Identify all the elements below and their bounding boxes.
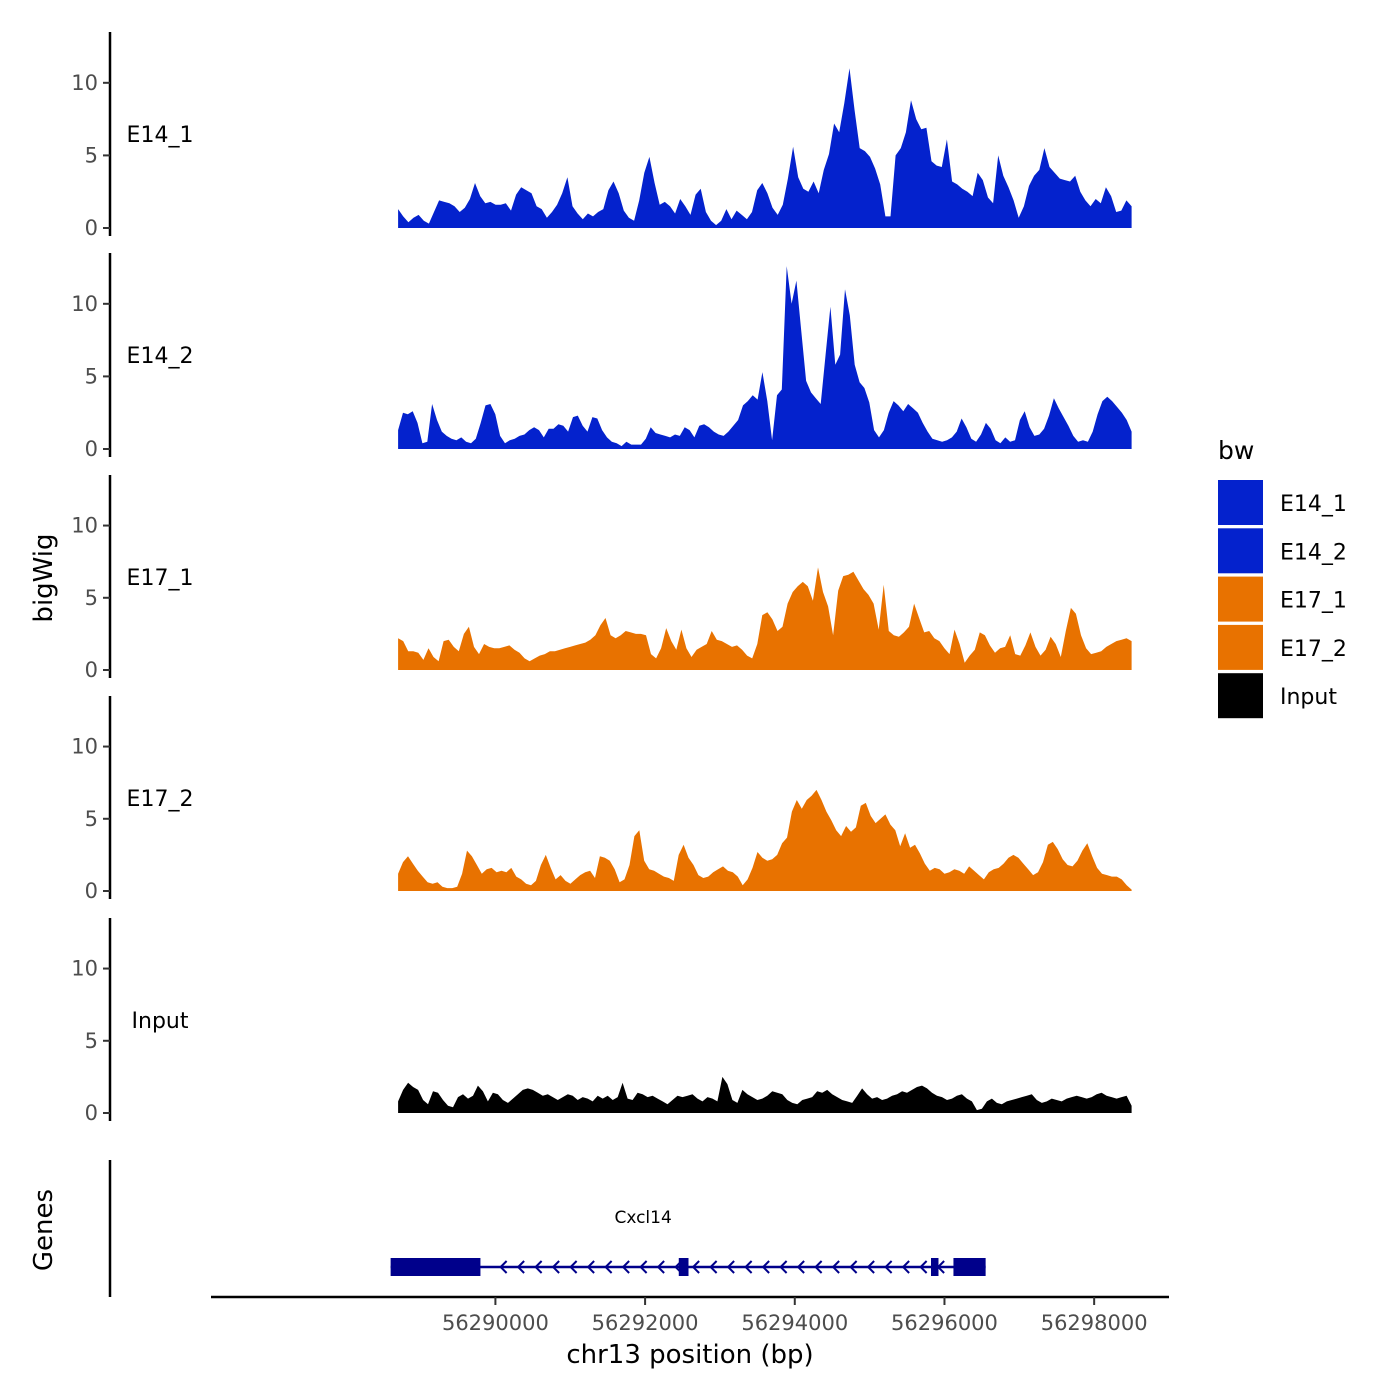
strand-arrow xyxy=(744,1260,753,1274)
strand-arrow xyxy=(814,1260,823,1274)
strand-arrow xyxy=(761,1260,770,1274)
legend: bw E14_1 E14_2 E17_1 E17_2 Input xyxy=(1218,436,1347,719)
y-tick-label: 0 xyxy=(85,1101,98,1125)
legend-swatch-e14_2 xyxy=(1218,528,1263,574)
coverage-area-e17_2 xyxy=(398,789,1132,891)
strand-arrow xyxy=(569,1260,578,1274)
y-tick-label: 0 xyxy=(85,437,98,461)
y-tick-label: 10 xyxy=(71,957,98,981)
y-tick-label: 5 xyxy=(85,364,98,388)
legend-title: bw xyxy=(1218,436,1254,465)
strand-arrow xyxy=(516,1260,525,1274)
strand-arrow xyxy=(901,1260,910,1274)
strand-arrow xyxy=(866,1260,875,1274)
track-label-e17_1: E17_1 xyxy=(127,566,194,591)
legend-label-e14_1: E14_1 xyxy=(1280,492,1347,517)
y-axis-title: bigWig xyxy=(29,533,59,622)
coverage-area-e17_1 xyxy=(398,567,1132,670)
legend-label-e17_2: E17_2 xyxy=(1280,637,1347,662)
legend-label-e14_2: E14_2 xyxy=(1280,540,1347,565)
strand-arrow xyxy=(604,1260,613,1274)
strand-arrow xyxy=(499,1260,508,1274)
y-tick-label: 5 xyxy=(85,1029,98,1053)
gene-exon-3 xyxy=(930,1258,939,1276)
x-tick-label: 56298000 xyxy=(1041,1311,1148,1335)
track-panel-e17_2: 0 5 10 E17_2 xyxy=(71,696,1132,903)
strand-arrow xyxy=(586,1260,595,1274)
y-tick-label: 5 xyxy=(85,143,98,167)
strand-arrow xyxy=(779,1260,788,1274)
legend-label-e17_1: E17_1 xyxy=(1280,589,1347,614)
y-tick-label: 0 xyxy=(85,216,98,240)
x-axis: 56290000 56292000 56294000 56296000 56298000 xyxy=(211,1295,1169,1335)
strand-arrow xyxy=(726,1260,735,1274)
track-label-input: Input xyxy=(132,1009,189,1034)
gene-exon-4 xyxy=(953,1258,986,1276)
legend-swatch-e17_1 xyxy=(1218,576,1263,622)
genes-panel: Cxcl14 xyxy=(108,1160,986,1297)
genes-axis-title: Genes xyxy=(29,1189,59,1271)
x-axis-title: chr13 position (bp) xyxy=(566,1340,813,1370)
gene-exon-2 xyxy=(678,1258,689,1276)
strand-arrow xyxy=(551,1260,560,1274)
strand-arrow xyxy=(639,1260,648,1274)
y-tick-label: 5 xyxy=(85,586,98,610)
legend-swatch-e14_1 xyxy=(1218,480,1263,525)
gene-exon-1 xyxy=(390,1258,481,1276)
strand-arrow xyxy=(534,1260,543,1274)
track-panel-e14_1: 0 5 10 E14_1 xyxy=(71,32,1132,240)
x-tick-label: 56292000 xyxy=(592,1311,699,1335)
track-panel-input: 0 5 10 Input xyxy=(71,918,1132,1125)
strand-arrow xyxy=(691,1260,700,1274)
legend-swatch-e17_2 xyxy=(1218,624,1263,670)
x-tick-label: 56296000 xyxy=(891,1311,998,1335)
strand-arrow xyxy=(796,1260,805,1274)
strand-arrow xyxy=(919,1260,928,1274)
strand-arrow xyxy=(709,1260,718,1274)
y-tick-label: 10 xyxy=(71,514,98,538)
gene-name-label: Cxcl14 xyxy=(614,1208,671,1228)
track-label-e14_2: E14_2 xyxy=(127,344,194,369)
y-tick-label: 10 xyxy=(71,292,98,316)
y-tick-label: 0 xyxy=(85,879,98,903)
coverage-area-e14_1 xyxy=(398,68,1132,228)
strand-arrow xyxy=(884,1260,893,1274)
track-label-e17_2: E17_2 xyxy=(127,787,194,812)
strand-arrow xyxy=(621,1260,630,1274)
x-tick-label: 56290000 xyxy=(442,1311,549,1335)
track-label-e14_1: E14_1 xyxy=(127,123,194,148)
y-tick-label: 5 xyxy=(85,807,98,831)
legend-label-input: Input xyxy=(1280,685,1337,710)
gene-cxcl14: Cxcl14 xyxy=(390,1208,986,1276)
strand-arrow xyxy=(849,1260,858,1274)
track-panel-e14_2: 0 5 10 E14_2 xyxy=(71,253,1132,461)
x-tick-label: 56294000 xyxy=(741,1311,848,1335)
y-tick-label: 10 xyxy=(71,735,98,759)
track-panel-e17_1: 0 5 10 E17_1 xyxy=(71,475,1132,682)
coverage-area-e14_2 xyxy=(398,266,1132,449)
y-tick-label: 0 xyxy=(85,658,98,682)
legend-swatch-input xyxy=(1218,673,1263,719)
strand-arrow xyxy=(831,1260,840,1274)
strand-arrow xyxy=(656,1260,665,1274)
tracks-layer: 0 5 10 E14_1 0 5 10 E14_2 0 5 10 E17_1 0 5 10 E17_2 0 5 10… xyxy=(71,32,1132,1125)
coverage-area-input xyxy=(398,1076,1132,1113)
y-tick-label: 10 xyxy=(71,71,98,95)
